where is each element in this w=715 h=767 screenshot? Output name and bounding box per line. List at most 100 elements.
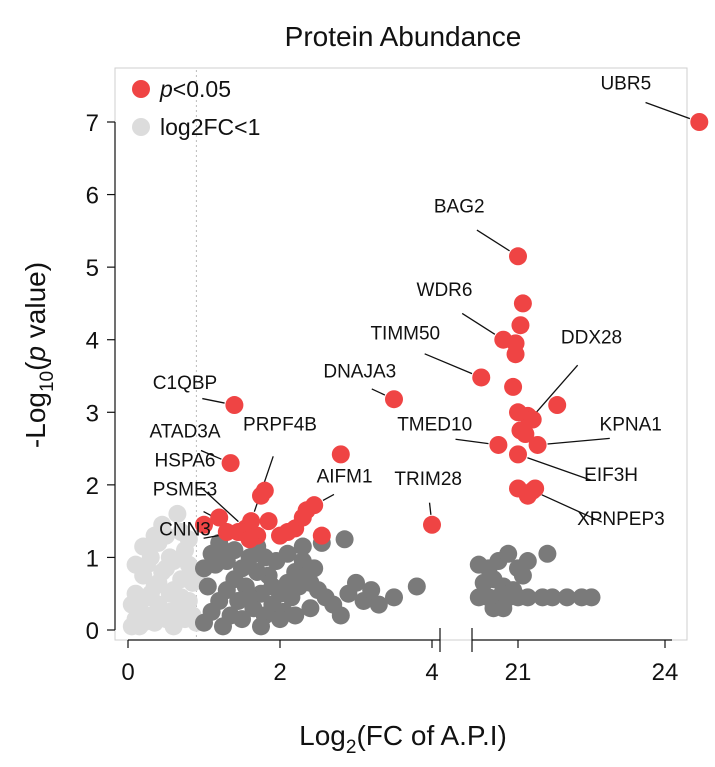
point-nonsignificant [582, 588, 601, 607]
point-significant [297, 501, 316, 520]
insignificant-points [122, 504, 206, 636]
point-significant [511, 316, 530, 335]
leader-line [322, 493, 335, 501]
point-significant [504, 377, 523, 396]
point-low-fc [134, 537, 153, 556]
point-significant [548, 396, 567, 415]
point-nonsignificant [263, 577, 282, 596]
point-significant [472, 368, 491, 387]
point-low-fc [149, 573, 168, 592]
point-nonsignificant [538, 544, 557, 563]
leader-line [476, 229, 510, 252]
protein-label: DDX28 [561, 327, 622, 348]
point-significant [217, 523, 236, 542]
plot-border [114, 67, 688, 641]
point-nonsignificant [494, 599, 513, 618]
point-significant [690, 113, 709, 131]
point-nonsignificant [195, 559, 213, 578]
leader-line [428, 502, 432, 515]
protein-label: BAG2 [434, 197, 485, 218]
point-nonsignificant [331, 606, 350, 625]
point-low-fc [160, 548, 179, 567]
point-low-fc [145, 613, 164, 632]
point-significant [489, 435, 508, 454]
legend-swatch-low-fc [132, 118, 150, 136]
point-significant [516, 425, 535, 444]
protein-label: C1QBP [153, 373, 217, 394]
protein-label: KPNA1 [600, 414, 662, 435]
point-nonsignificant [513, 566, 532, 585]
point-significant [271, 526, 289, 545]
leader-line [645, 101, 691, 120]
point-significant [252, 486, 270, 505]
point-significant [312, 526, 331, 545]
point-significant [506, 345, 525, 364]
point-nonsignificant [499, 544, 518, 563]
point-nonsignificant [558, 588, 576, 607]
legend: p<0.05 log2FC<1 [132, 76, 260, 140]
y-tick-label: 1 [86, 545, 99, 572]
x-tick-label: 4 [425, 659, 438, 686]
point-nonsignificant [305, 559, 324, 578]
y-axis: 0 1 2 3 4 5 6 7 [86, 110, 116, 645]
legend-swatch-significant [132, 80, 150, 98]
point-nonsignificant [225, 541, 244, 560]
protein-label: EIF3H [584, 465, 638, 486]
y-tick-label: 0 [86, 618, 99, 645]
y-axis-title: -Log10(p value) [20, 262, 58, 448]
leader-line [424, 353, 473, 375]
point-nonsignificant [362, 581, 381, 600]
protein-label: AIFM1 [317, 467, 373, 488]
point-nonsignificant [385, 588, 403, 607]
y-tick-label: 6 [86, 183, 99, 210]
point-significant [513, 294, 532, 313]
point-low-fc [164, 617, 183, 636]
point-significant [509, 445, 527, 464]
protein-label: XPNPEP3 [577, 509, 665, 530]
point-nonsignificant [248, 562, 267, 581]
protein-label: TMED10 [397, 414, 472, 435]
x-tick-label: 2 [273, 659, 286, 686]
point-significant [385, 390, 403, 409]
point-significant [195, 515, 213, 534]
y-tick-label: 7 [86, 110, 99, 137]
point-significant [509, 403, 527, 422]
point-significant [240, 530, 259, 549]
point-nonsignificant [286, 606, 305, 625]
y-tick-label: 2 [86, 473, 99, 500]
point-significant [509, 247, 527, 266]
point-nonsignificant [255, 548, 274, 567]
other-points [195, 530, 601, 636]
protein-label: ATAD3A [149, 422, 220, 443]
point-nonsignificant [543, 588, 562, 607]
point-nonsignificant [301, 599, 320, 618]
point-significant [523, 410, 542, 429]
point-low-fc [122, 595, 141, 614]
point-significant [526, 479, 545, 498]
legend-label-significant: p<0.05 [159, 76, 231, 102]
protein-label: PSME3 [153, 480, 217, 501]
point-nonsignificant [240, 588, 259, 607]
protein-label: PRPF4B [243, 414, 317, 435]
y-tick-label: 3 [86, 400, 99, 427]
point-low-fc [145, 526, 164, 545]
protein-label: DNAJA3 [323, 361, 396, 382]
leader-line [200, 449, 222, 460]
protein-label: HSPA6 [155, 451, 216, 472]
point-nonsignificant [335, 530, 354, 549]
point-significant [423, 515, 441, 534]
point-nonsignificant [233, 610, 251, 629]
x-axis: 0 2 4 21 24 [121, 628, 678, 686]
point-nonsignificant [347, 573, 365, 592]
y-tick-label: 5 [86, 255, 99, 282]
point-low-fc [126, 555, 145, 574]
point-low-fc [172, 588, 191, 607]
leader-line [461, 312, 496, 335]
point-nonsignificant [518, 552, 537, 571]
significant-points [195, 113, 709, 549]
leader-line [527, 457, 592, 481]
y-tick-label: 4 [86, 328, 99, 355]
leader-line [202, 397, 225, 404]
protein-label: TRIM28 [394, 469, 462, 490]
